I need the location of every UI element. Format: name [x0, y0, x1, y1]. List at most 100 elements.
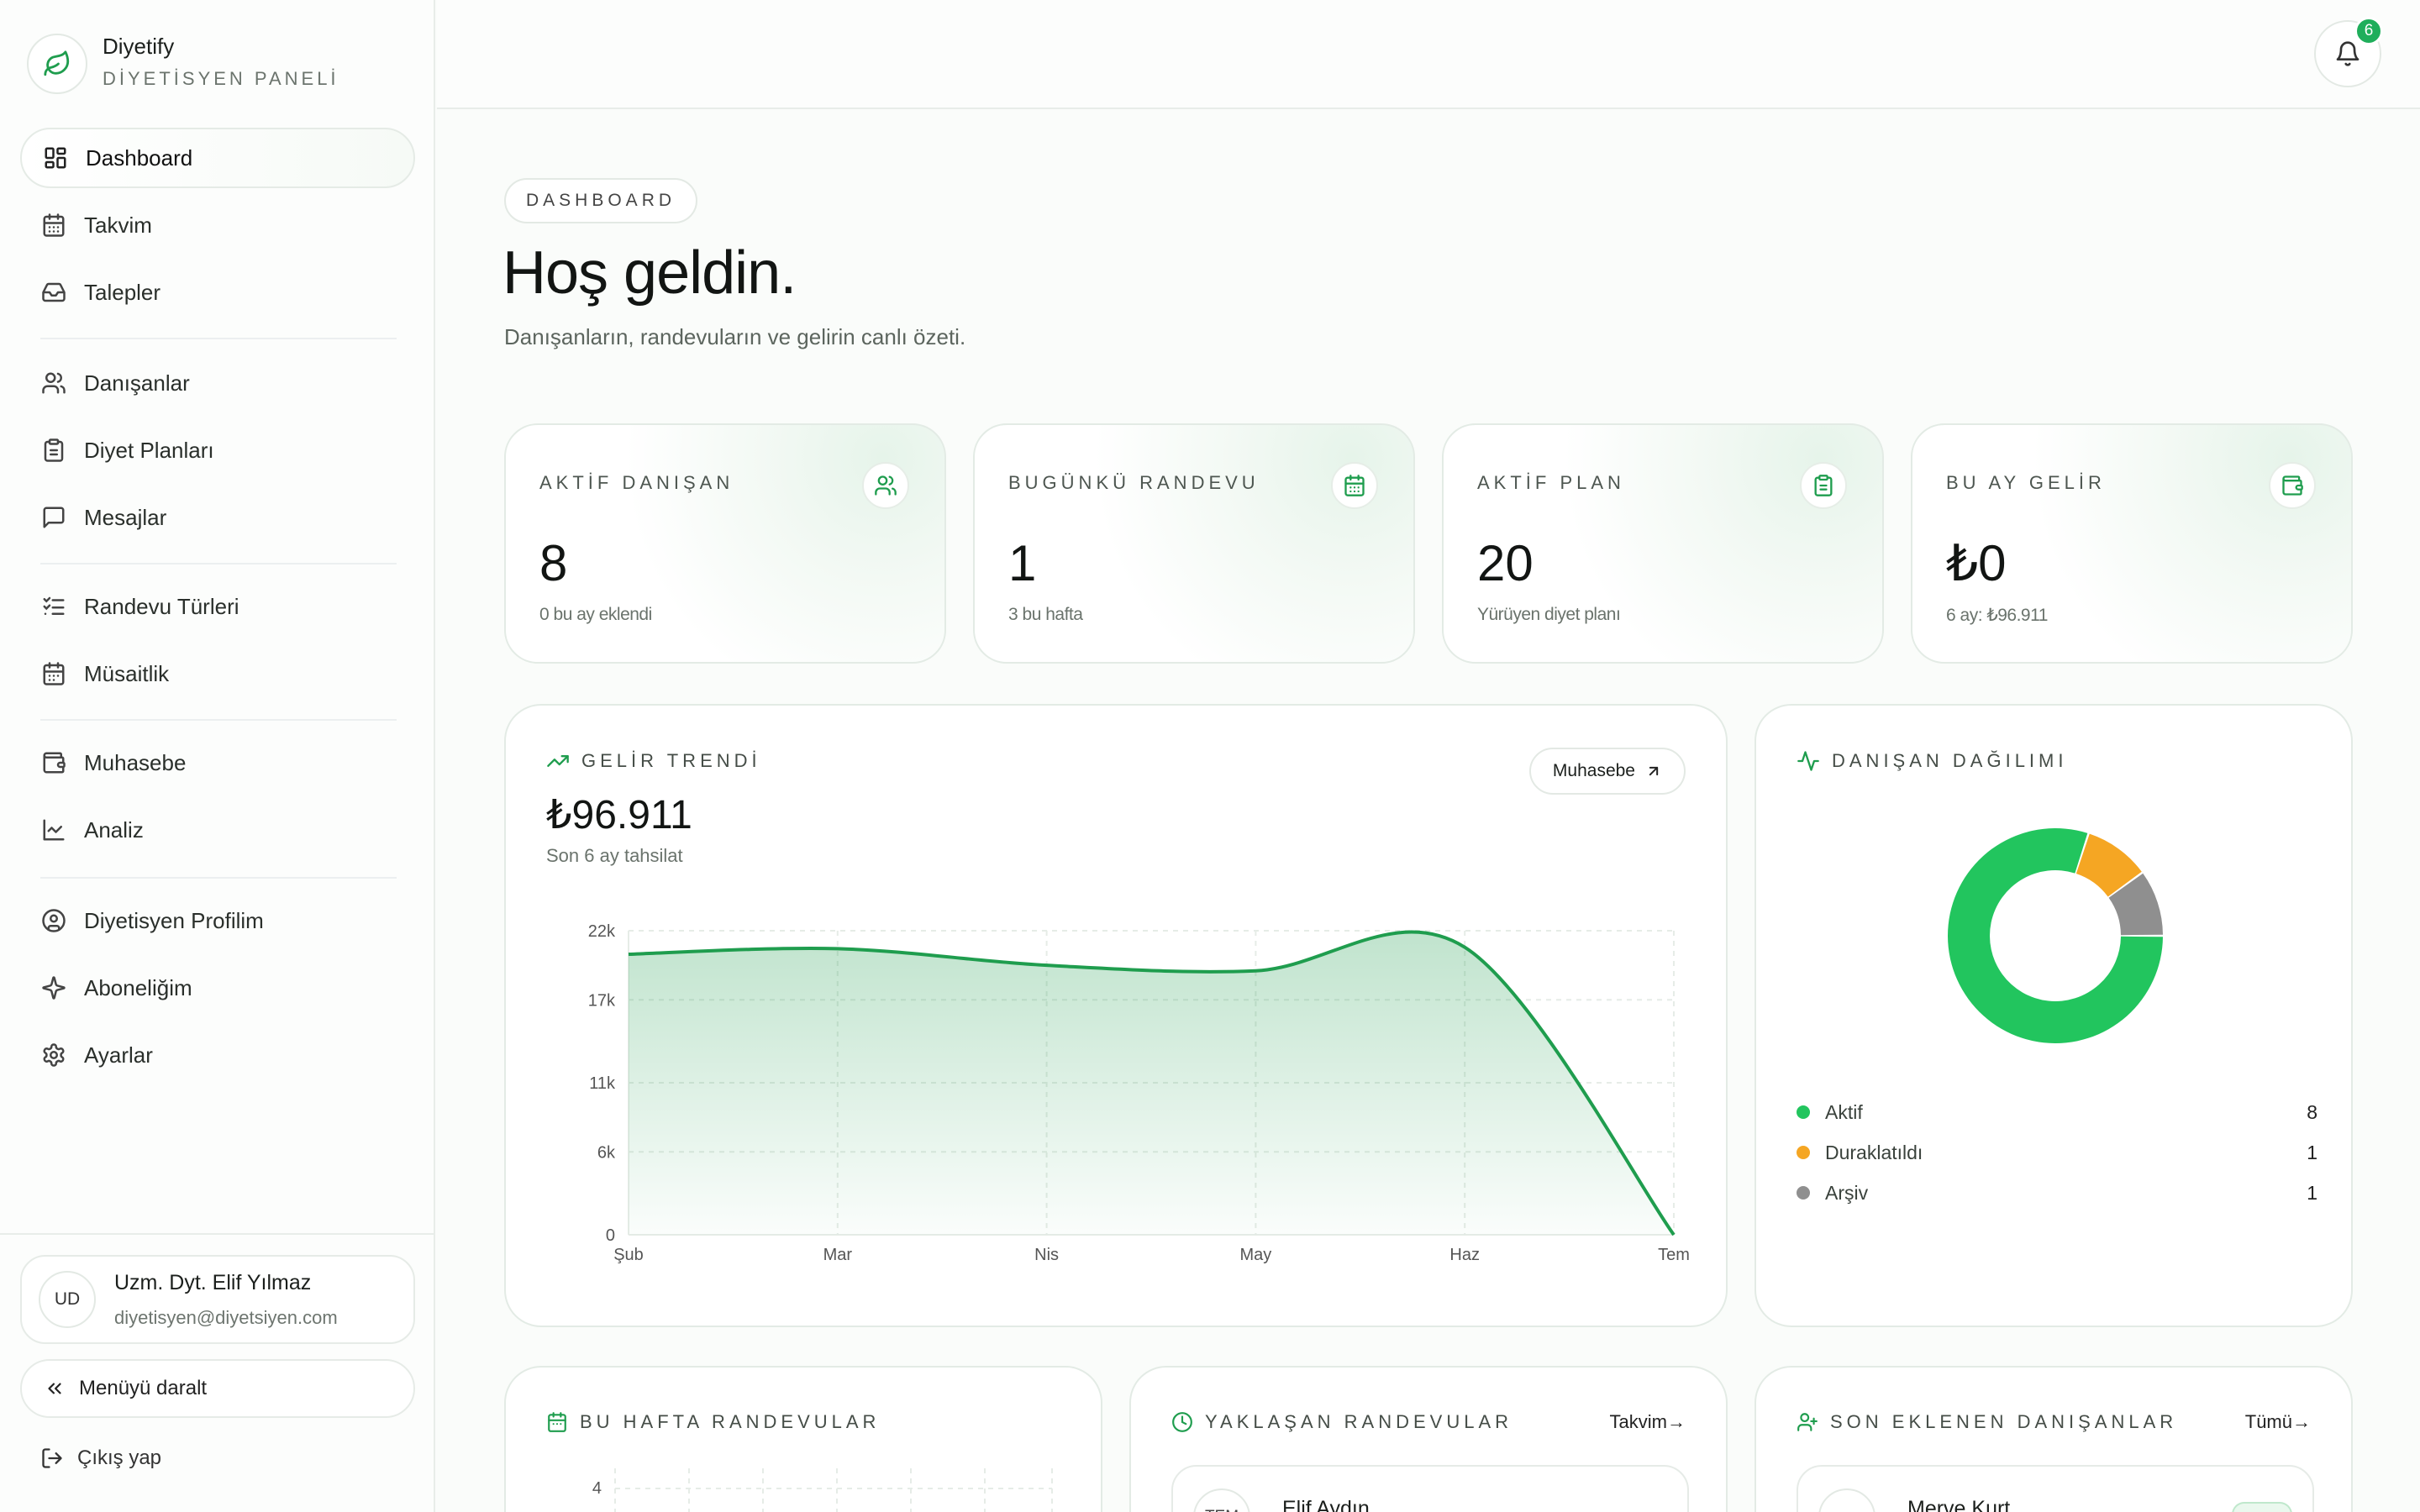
upcoming-heading: YAKLAŞAN RANDEVULAR [1171, 1411, 1512, 1433]
sidebar: Diyetify DİYETİSYEN PANELİ Dashboard Tak… [0, 0, 435, 1512]
recent-clients-card: SON EKLENEN DANIŞANLAR Tümü→ Merve Kurt [1754, 1366, 2353, 1512]
sidebar-item-diyetisyen-profilim[interactable]: Diyetisyen Profilim [20, 890, 415, 951]
tumu-link[interactable]: Tümü→ [2244, 1411, 2311, 1432]
legend-dot [1797, 1186, 1810, 1200]
nav-divider [40, 563, 397, 564]
clock-icon [1171, 1411, 1193, 1433]
takvim-link[interactable]: Takvim→ [1609, 1411, 1686, 1432]
y-tick-label: 0 [606, 1226, 615, 1245]
calendar-icon [546, 1411, 568, 1433]
stat-subtext: 0 bu ay eklendi [539, 605, 652, 624]
dashboard-icon [42, 144, 69, 171]
appointment-date-tag: TEM [1193, 1488, 1250, 1512]
upcoming-appointments-card: YAKLAŞAN RANDEVULAR Takvim→ TEM Elif Ayd… [1129, 1366, 1728, 1512]
x-tick-label: Şub [613, 1246, 644, 1264]
revenue-area-fill [629, 932, 1674, 1235]
calendar-grid-icon [40, 660, 67, 687]
sidebar-item-mesajlar[interactable]: Mesajlar [20, 487, 415, 548]
sidebar-item-label: Analiz [84, 816, 144, 843]
weekly-bar-chart-grid: 4 [592, 1468, 1053, 1512]
sidebar-item-label: Mesajlar [84, 504, 167, 530]
sidebar-item-talepler[interactable]: Talepler [20, 262, 415, 323]
recent-client-name: Merve Kurt [1907, 1497, 2011, 1512]
avatar: UD [39, 1271, 96, 1328]
sidebar-item-randevu-turleri[interactable]: Randevu Türleri [20, 576, 415, 637]
nav-divider [40, 338, 397, 339]
stat-subtext: 6 ay: ₺96.911 [1946, 606, 2048, 625]
legend-label: Aktif [1825, 1100, 1863, 1123]
donut-slice-duraklatıldı [2075, 833, 2142, 897]
message-icon [40, 504, 67, 531]
bell-icon [2334, 40, 2361, 67]
sidebar-item-label: Diyet Planları [84, 437, 214, 463]
sidebar-item-analiz[interactable]: Analiz [20, 800, 415, 860]
calendar-icon [1331, 462, 1378, 509]
sidebar-item-label: Takvim [84, 212, 152, 238]
users-icon [40, 370, 67, 396]
legend-count: 8 [2307, 1100, 2317, 1123]
status-badge [2232, 1502, 2292, 1512]
legend-dot [1797, 1105, 1810, 1119]
stat-card-bu-ay-gelir[interactable]: BU AY GELİR ₺0 6 ay: ₺96.911 [1911, 423, 2353, 664]
user-circle-icon [40, 907, 67, 934]
notifications-button[interactable]: 6 [2314, 17, 2383, 87]
muhasebe-button[interactable]: Muhasebe [1528, 748, 1686, 795]
muhasebe-button-label: Muhasebe [1552, 761, 1635, 780]
sparkles-icon [40, 974, 67, 1001]
collapse-menu-label: Menüyü daralt [79, 1377, 208, 1399]
logout-button[interactable]: Çıkış yap [40, 1446, 161, 1470]
upcoming-title: YAKLAŞAN RANDEVULAR [1205, 1411, 1513, 1432]
users-icon [862, 462, 909, 509]
legend-item-aktif: Aktif 8 [1797, 1092, 2317, 1132]
stat-card-aktif-danisan[interactable]: AKTİF DANIŞAN 8 0 bu ay eklendi [504, 423, 946, 664]
legend-label: Duraklatıldı [1825, 1141, 1923, 1163]
sidebar-item-dashboard[interactable]: Dashboard [20, 128, 415, 188]
revenue-trend-title: GELİR TRENDİ [581, 750, 761, 771]
this-week-heading: BU HAFTA RANDEVULAR [546, 1411, 880, 1433]
brand-subtitle: DİYETİSYEN PANELİ [103, 67, 339, 89]
stat-label: AKTİF DANIŞAN [539, 472, 734, 493]
stat-card-aktif-plan[interactable]: AKTİF PLAN 20 Yürüyen diyet planı [1442, 423, 1884, 664]
brand[interactable]: Diyetify DİYETİSYEN PANELİ [27, 34, 339, 94]
stat-value: ₺0 [1946, 535, 2007, 591]
page-section-pill: DASHBOARD [504, 178, 698, 223]
sidebar-item-muhasebe[interactable]: Muhasebe [20, 732, 415, 793]
legend-item-duraklatildi: Duraklatıldı 1 [1797, 1132, 2317, 1173]
user-card[interactable]: UD Uzm. Dyt. Elif Yılmaz diyetisyen@diye… [20, 1255, 415, 1344]
sidebar-item-diyet-planlari[interactable]: Diyet Planları [20, 420, 415, 480]
distribution-donut-chart [1948, 828, 2163, 1043]
sidebar-item-label: Müsaitlik [84, 660, 170, 686]
upcoming-appointment-item[interactable]: TEM Elif Aydın [1171, 1465, 1689, 1512]
sidebar-item-label: Randevu Türleri [84, 593, 239, 619]
stat-card-bugunku-randevu[interactable]: BUGÜNKÜ RANDEVU 1 3 bu hafta [973, 423, 1415, 664]
sidebar-item-danisanlar[interactable]: Danışanlar [20, 353, 415, 413]
stat-label: BU AY GELİR [1946, 472, 2106, 493]
page-subtitle: Danışanların, randevuların ve gelirin ca… [504, 324, 966, 349]
stat-value: 8 [539, 535, 568, 591]
legend-label: Arşiv [1825, 1181, 1869, 1204]
stat-label: AKTİF PLAN [1477, 472, 1625, 493]
sidebar-item-aboneligim[interactable]: Aboneliğim [20, 958, 415, 1018]
sidebar-item-ayarlar[interactable]: Ayarlar [20, 1025, 415, 1085]
distribution-title: DANIŞAN DAĞILIMI [1832, 750, 2068, 771]
sidebar-item-label: Ayarlar [84, 1042, 153, 1068]
recent-clients-title: SON EKLENEN DANIŞANLAR [1830, 1411, 2178, 1432]
donut-slice-aktif [1948, 828, 2163, 1043]
logout-icon [40, 1446, 64, 1470]
weekly-tick-label: 4 [592, 1479, 602, 1498]
activity-icon [1797, 749, 1820, 773]
y-tick-label: 6k [597, 1143, 616, 1162]
y-tick-label: 11k [589, 1074, 616, 1093]
brand-name: Diyetify [103, 33, 175, 59]
user-plus-icon [1797, 1411, 1818, 1433]
list-check-icon [40, 593, 67, 620]
sidebar-item-takvim[interactable]: Takvim [20, 195, 415, 255]
recent-client-item[interactable]: Merve Kurt [1797, 1465, 2314, 1512]
legend-dot [1797, 1146, 1810, 1159]
distribution-heading: DANIŞAN DAĞILIMI [1797, 749, 2067, 773]
collapse-menu-button[interactable]: Menüyü daralt [20, 1359, 415, 1418]
x-tick-label: Tem [1658, 1246, 1690, 1264]
donut-slice-arşiv [2108, 873, 2163, 936]
legend-count: 1 [2307, 1181, 2317, 1204]
sidebar-item-musaitlik[interactable]: Müsaitlik [20, 643, 415, 704]
